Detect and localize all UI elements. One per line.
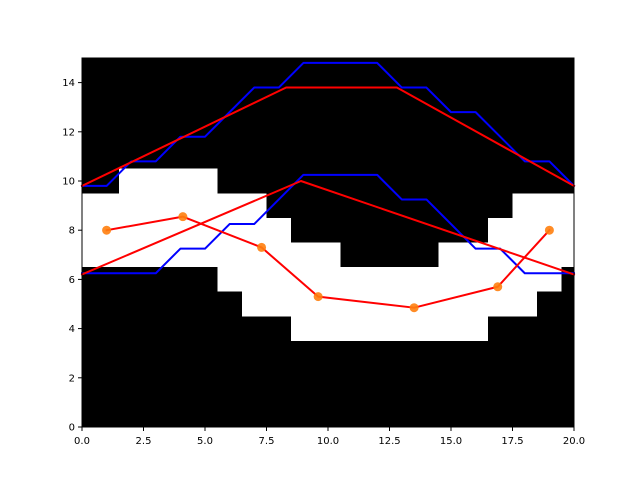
mask-free-cell-10 [537, 193, 562, 292]
y-tick-label-5: 10 [62, 177, 75, 188]
x-tick-label-4: 10.0 [317, 436, 339, 447]
series-2-line [80, 180, 576, 276]
series-4-point-1 [178, 212, 188, 222]
x-tick-label-8: 20.0 [563, 436, 585, 447]
y-tick-label-2: 4 [69, 324, 75, 335]
x-tick-label-0: 0.0 [74, 436, 90, 447]
x-tick-label-1: 2.5 [136, 436, 152, 447]
mask-free-cell-5 [291, 242, 341, 341]
series-4-point-5 [493, 282, 503, 292]
y-tick-label-7: 14 [62, 78, 75, 89]
y-tick-label-6: 12 [62, 127, 75, 138]
x-tick-label-5: 12.5 [378, 436, 400, 447]
series-1-line [81, 61, 576, 188]
x-tick-label-3: 7.5 [259, 436, 275, 447]
series-4-point-4 [409, 303, 419, 313]
series-3-line [80, 86, 576, 188]
background-mask [82, 58, 574, 427]
mask-free-cell-8 [487, 217, 513, 317]
mask-free-cell-3 [241, 193, 267, 317]
y-axis: 0 2 4 6 8 10 12 14 [62, 78, 82, 434]
x-axis: 0.0 2.5 5.0 7.5 10.0 12.5 15.0 17.5 20.0 [74, 427, 585, 447]
mask-free-cell-0 [82, 193, 119, 268]
series-4-point-3 [313, 292, 323, 302]
series-4-point-2 [257, 242, 267, 252]
y-tick-label-0: 0 [69, 423, 75, 434]
x-tick-label-7: 17.5 [501, 436, 523, 447]
series-4-point-0 [102, 225, 112, 235]
y-tick-label-4: 8 [69, 226, 75, 237]
y-tick-label-3: 6 [69, 275, 75, 286]
series-0-line [81, 173, 575, 275]
mask-free-cell-11 [561, 193, 574, 268]
mask-free-cell-4 [266, 217, 292, 317]
y-tick-label-1: 2 [69, 373, 75, 384]
series-layer [80, 61, 576, 313]
series-4-point-6 [544, 225, 554, 235]
x-tick-label-2: 5.0 [197, 436, 213, 447]
mask-free-cell-2 [217, 193, 242, 292]
x-tick-label-6: 15.0 [440, 436, 462, 447]
plot-area [80, 57, 576, 428]
